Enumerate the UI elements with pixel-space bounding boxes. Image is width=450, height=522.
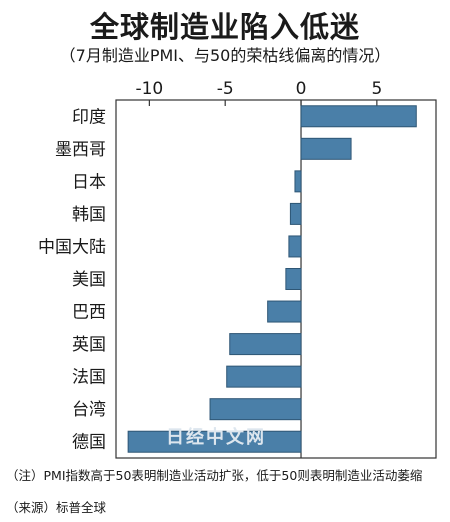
x-tick-label: 0 — [296, 79, 307, 99]
category-label: 美国 — [72, 270, 106, 290]
category-label: 印度 — [72, 107, 106, 127]
category-label: 墨西哥 — [55, 140, 106, 160]
category-label: 法国 — [72, 368, 106, 388]
bar — [300, 137, 352, 160]
category-label: 英国 — [72, 335, 106, 355]
x-tick-label: -5 — [217, 79, 234, 99]
bar — [300, 105, 417, 128]
bar — [288, 235, 302, 258]
bar — [267, 300, 302, 323]
bar — [289, 202, 302, 225]
category-label: 日本 — [72, 172, 106, 192]
bar — [226, 365, 302, 388]
bar — [229, 333, 302, 356]
category-label: 台湾 — [72, 400, 106, 420]
category-label: 中国大陆 — [38, 237, 106, 257]
chart-subtitle: （7月制造业PMI、与50的荣枯线偏离的情况） — [59, 46, 391, 65]
bar — [285, 268, 302, 290]
bar — [127, 430, 302, 453]
watermark-logo: 日经中文网 — [166, 427, 266, 448]
x-tick-label: -10 — [135, 79, 163, 99]
category-label: 韩国 — [72, 205, 106, 225]
category-label: 德国 — [72, 433, 106, 453]
bar — [294, 170, 302, 193]
footnote: （注）PMI指数高于50表明制造业活动扩张，低于50则表明制造业活动萎缩 — [6, 468, 423, 483]
x-tick-label: 5 — [371, 79, 382, 99]
plot-frame — [115, 99, 437, 459]
category-label: 巴西 — [72, 303, 106, 323]
source-note: （来源）标普全球 — [6, 500, 107, 515]
bar — [209, 398, 302, 421]
chart-title: 全球制造业陷入低迷 — [89, 10, 360, 44]
